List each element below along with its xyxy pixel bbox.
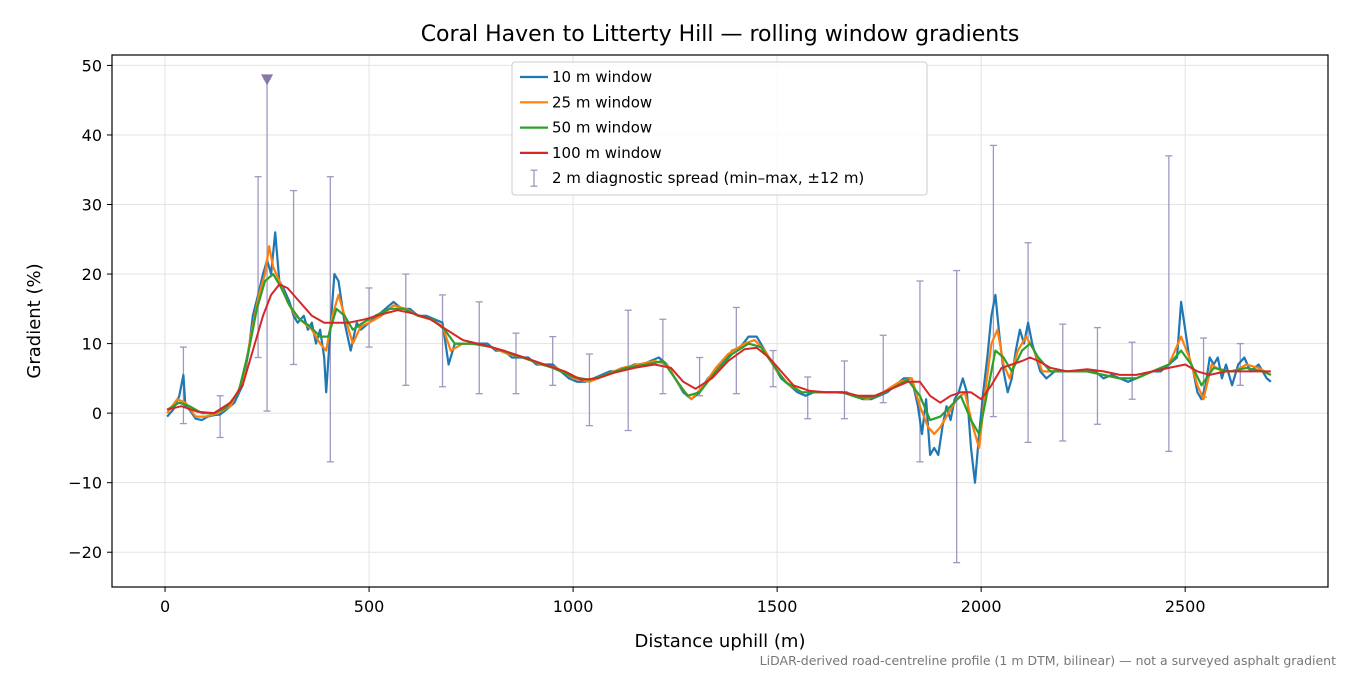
errorbar <box>953 269 961 564</box>
y-tick-label: 0 <box>92 404 102 423</box>
x-tick-label: 1500 <box>757 597 798 616</box>
chart-title: Coral Haven to Litterty Hill — rolling w… <box>421 22 1020 47</box>
errorbar <box>290 189 298 366</box>
errorbar <box>840 360 848 420</box>
errorbar <box>1165 155 1173 453</box>
errorbar <box>1059 323 1067 442</box>
y-tick-label: −20 <box>68 543 102 562</box>
errorbar <box>1093 326 1101 425</box>
errorbar <box>254 176 262 359</box>
peak-marker <box>261 74 274 86</box>
errorbar <box>769 349 777 388</box>
legend-label: 50 m window <box>552 119 652 137</box>
errorbar <box>216 395 224 439</box>
x-tick-label: 0 <box>160 597 170 616</box>
y-tick-label: 10 <box>82 335 102 354</box>
errorbar <box>402 273 410 386</box>
errorbar <box>989 144 997 418</box>
errorbar <box>1236 342 1244 386</box>
series-line-100m <box>166 283 1271 415</box>
footnote: LiDAR-derived road-centreline profile (1… <box>760 653 1336 668</box>
y-tick-label: 50 <box>82 56 102 75</box>
errorbar <box>549 335 557 386</box>
legend: 10 m window 25 m window 50 m window 100 m w… <box>511 61 928 196</box>
legend-label: 100 m window <box>552 144 662 162</box>
errorbar <box>1024 242 1032 444</box>
errorbar <box>475 301 483 395</box>
errorbar <box>585 353 593 427</box>
y-tick-label: 40 <box>82 126 102 145</box>
y-tick-label: 20 <box>82 265 102 284</box>
x-tick-label: 2000 <box>961 597 1002 616</box>
legend-errorbar-swatch <box>530 169 538 187</box>
x-axis-label: Distance uphill (m) <box>635 631 806 652</box>
series-line-10m <box>166 231 1272 484</box>
legend-box <box>511 61 928 196</box>
marker-group <box>261 74 274 86</box>
errorbar <box>439 294 447 388</box>
legend-label: 25 m window <box>552 93 652 111</box>
errorbar <box>916 280 924 463</box>
y-axis-label: Gradient (%) <box>24 263 45 378</box>
legend-label: 10 m window <box>552 68 652 86</box>
errorbar <box>804 376 812 420</box>
legend-label: 2 m diagnostic spread (min–max, ±12 m) <box>552 169 864 187</box>
x-tick-label: 500 <box>354 597 385 616</box>
errorbar <box>659 318 667 395</box>
x-tick-label: 2500 <box>1165 597 1206 616</box>
errorbar <box>512 332 520 395</box>
y-tick-label: 30 <box>82 196 102 215</box>
y-tick-label: −10 <box>68 474 102 493</box>
axis-ticks: 0 500 1000 1500 2000 2500 −20 −10 0 10 20 30 40 50 <box>68 56 1205 616</box>
series-group <box>166 231 1272 484</box>
errorbar <box>1128 341 1136 400</box>
plot-frame <box>111 54 1329 588</box>
x-tick-label: 1000 <box>553 597 594 616</box>
